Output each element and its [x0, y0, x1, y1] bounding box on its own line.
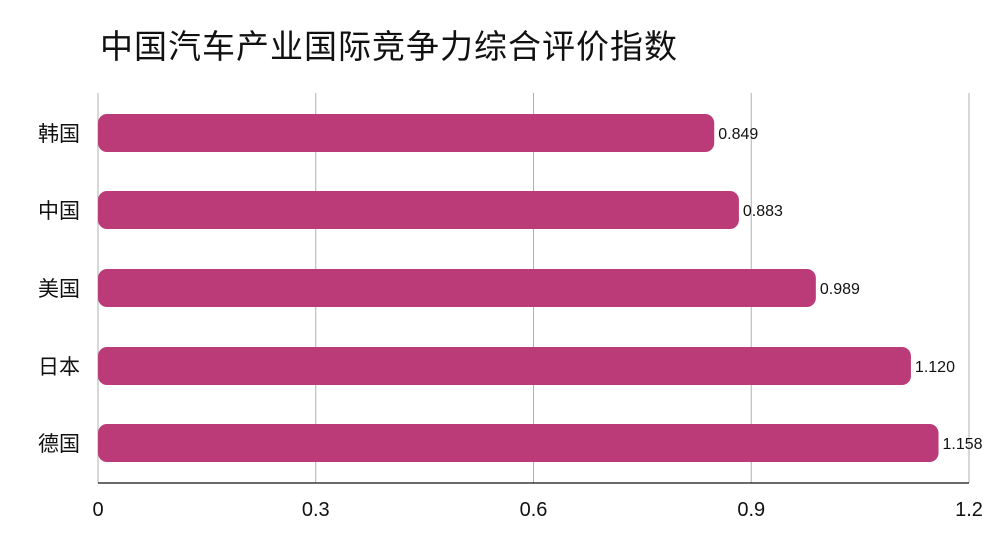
x-tick-label: 0: [92, 499, 103, 521]
category-label: 韩国: [38, 122, 80, 146]
x-tick-label: 0.6: [520, 499, 548, 521]
category-label: 日本: [38, 355, 80, 379]
x-tick-label: 0.9: [737, 499, 765, 521]
bar: [98, 347, 911, 385]
x-tick-label: 1.2: [955, 499, 983, 521]
chart-title: 中国汽车产业国际竞争力综合评价指数: [100, 27, 678, 66]
bar: [98, 191, 739, 229]
data-label: 0.883: [743, 203, 783, 220]
x-tick-label: 0.3: [302, 499, 330, 521]
bar: [98, 269, 816, 307]
data-label: 1.158: [943, 436, 983, 453]
category-label: 德国: [38, 432, 80, 456]
data-label: 0.989: [820, 281, 860, 298]
data-label: 0.849: [718, 126, 758, 143]
data-label: 1.120: [915, 359, 955, 376]
category-label: 美国: [38, 277, 80, 301]
bar: [98, 424, 939, 462]
bar: [98, 114, 715, 152]
category-label: 中国: [38, 199, 80, 223]
